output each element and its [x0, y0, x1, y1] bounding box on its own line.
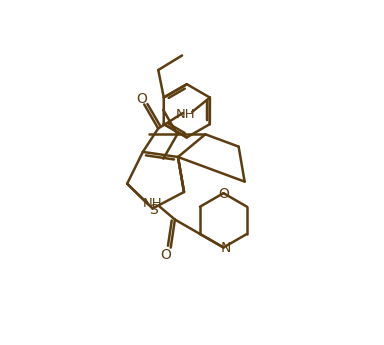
Text: O: O [160, 248, 171, 262]
Text: O: O [136, 92, 147, 106]
Text: O: O [218, 187, 229, 201]
Text: S: S [149, 203, 158, 217]
Text: NH: NH [175, 108, 195, 121]
Text: N: N [220, 241, 231, 256]
Text: NH: NH [142, 197, 162, 210]
